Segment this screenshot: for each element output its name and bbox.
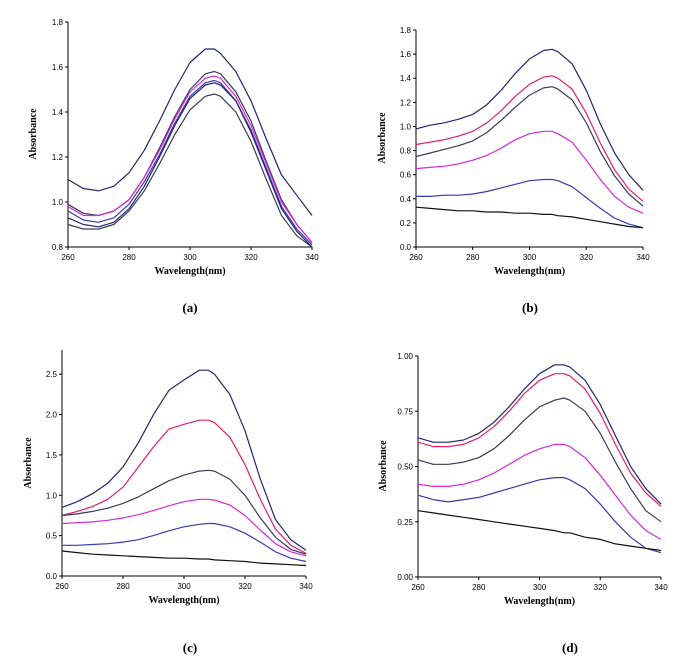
y-tick-label: 1.0 [46, 491, 58, 500]
x-tick-label: 280 [466, 253, 480, 262]
x-tick-label: 260 [409, 253, 423, 262]
spectrum-line-1 [67, 48, 313, 216]
y-tick-label: 1.6 [52, 63, 64, 72]
x-tick-label: 320 [244, 253, 258, 262]
x-tick-label: 280 [122, 253, 136, 262]
spectrum-line-1 [61, 369, 307, 551]
y-tick-label: 1.2 [400, 98, 412, 107]
y-tick-label: 0.8 [52, 243, 64, 252]
spectrum-line-5 [67, 82, 313, 248]
spectrum-line-1 [417, 364, 662, 505]
spectrum-line-3 [61, 469, 307, 555]
spectrum-line-2 [415, 75, 644, 202]
x-tick-label: 260 [411, 583, 425, 592]
y-tick-label: 1.8 [400, 26, 412, 35]
spectrum-line-5 [62, 522, 307, 563]
y-tick-label: 0.50 [397, 463, 413, 472]
spectrum-line-4 [61, 498, 307, 557]
y-tick-label: 1.00 [397, 352, 413, 361]
x-tick-label: 280 [472, 583, 486, 592]
y-tick-label: 0.00 [397, 573, 413, 582]
y-tick-label: 0.0 [400, 243, 412, 252]
panel-c: 260 280 300 320 340 0.0 0.5 1.0 1.5 2.0 2.5 Wavelen… [23, 350, 313, 655]
x-tick-label: 340 [299, 582, 313, 591]
panel-a: 260 280 300 320 340 0.8 1.0 1.2 1.4 1.6 1.8 Wavelen… [28, 18, 319, 315]
spectrum-line-3 [415, 86, 644, 207]
spectrum-line-2 [417, 373, 662, 507]
panel-d: 260 280 300 320 340 0.00 0.25 0.50 0.75 1.00 Wavel… [378, 352, 668, 655]
x-tick-label: 340 [654, 583, 668, 592]
y-tick-label: 2.5 [46, 370, 58, 379]
y-tick-label: 0.0 [46, 572, 58, 581]
x-tick-label: 300 [183, 253, 197, 262]
spectrum-line-4 [415, 130, 644, 214]
panel-b: 260 280 300 320 340 0.0 0.2 0.4 0.6 0.8 1.0 1.2 1.4 1… [377, 26, 650, 315]
y-tick-label: 1.4 [400, 74, 412, 83]
y-tick-label: 2.0 [46, 411, 58, 420]
y-tick-label: 1.2 [52, 153, 64, 162]
x-tick-label: 320 [580, 253, 594, 262]
y-tick-label: 0.75 [397, 407, 413, 416]
y-axis-title: Absorbance [28, 108, 39, 160]
spectrum-line-4 [417, 443, 662, 540]
spectrum-line-2 [61, 419, 307, 554]
spectrum-line-6 [67, 93, 313, 248]
y-axis-title: Absorbance [23, 437, 34, 489]
y-tick-label: 1.8 [52, 18, 64, 27]
x-tick-label: 280 [116, 582, 130, 591]
y-axis-title: Absorbance [378, 440, 389, 492]
spectrum-line-6 [415, 206, 644, 229]
panel-label: (c) [183, 640, 197, 655]
y-tick-label: 0.2 [400, 219, 412, 228]
spectrum-line-5 [417, 477, 662, 554]
x-axis-title: Wavelength(nm) [154, 266, 225, 277]
x-tick-label: 260 [61, 253, 75, 262]
x-tick-label: 300 [533, 583, 547, 592]
panel-label: (d) [562, 640, 578, 655]
x-tick-label: 300 [523, 253, 537, 262]
x-tick-label: 300 [177, 582, 191, 591]
x-tick-label: 340 [636, 253, 650, 262]
spectrum-line-6 [61, 550, 307, 567]
x-tick-label: 320 [594, 583, 608, 592]
y-tick-label: 0.25 [397, 518, 413, 527]
spectrum-line-3 [417, 397, 662, 523]
x-axis-title: Wavelength(nm) [494, 266, 565, 277]
panel-label: (b) [522, 300, 538, 315]
x-tick-label: 340 [305, 253, 319, 262]
y-tick-label: 0.4 [400, 195, 412, 204]
panel-label: (a) [182, 300, 197, 315]
x-tick-label: 260 [55, 582, 69, 591]
spectrum-line-3 [67, 75, 313, 243]
x-axis-title: Wavelength(nm) [504, 596, 575, 607]
y-tick-label: 1.0 [400, 122, 412, 131]
x-axis-title: Wavelength(nm) [148, 595, 219, 606]
y-axis-title: Absorbance [377, 112, 388, 164]
spectrum-line-5 [416, 178, 644, 229]
y-tick-label: 1.4 [52, 108, 64, 117]
x-tick-label: 320 [238, 582, 252, 591]
spectrum-line-6 [417, 510, 662, 552]
y-tick-label: 1.6 [400, 50, 412, 59]
spectrum-line-4 [67, 79, 313, 246]
y-tick-label: 1.5 [46, 451, 58, 460]
spectrum-line-1 [415, 48, 644, 191]
y-tick-label: 0.8 [400, 147, 412, 156]
y-tick-label: 1.0 [52, 198, 64, 207]
y-tick-label: 0.5 [46, 532, 58, 541]
y-tick-label: 0.6 [400, 171, 412, 180]
